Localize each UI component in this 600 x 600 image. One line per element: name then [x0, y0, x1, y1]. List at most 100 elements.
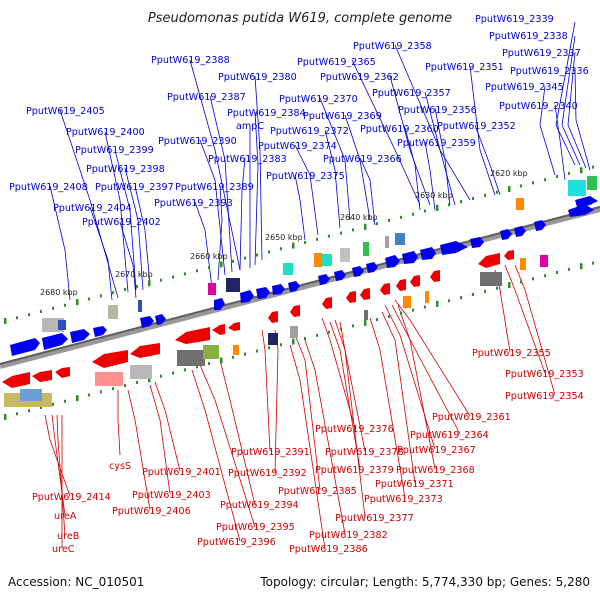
gene-forward [140, 316, 154, 328]
gene-label: PputW619_2384 [227, 108, 306, 119]
scale-label: 2620 kbp [490, 169, 528, 178]
scale-minor-tick [484, 289, 486, 293]
gene-reverse [322, 297, 332, 309]
gene-label: PputW619_2337 [502, 48, 581, 59]
scale-minor-tick [160, 278, 162, 282]
gene-label: PputW619_2340 [499, 101, 578, 112]
gene-forward [402, 251, 418, 264]
scale-minor-tick [184, 368, 186, 372]
scale-minor-tick [592, 261, 594, 265]
scale-minor-tick [388, 218, 390, 222]
scale-minor-tick [544, 178, 546, 182]
gene-label: PputW619_2378 [325, 447, 404, 458]
scale-minor-tick [400, 311, 402, 315]
gene-label: PputW619_2395 [216, 522, 295, 533]
gene-forward [318, 274, 330, 285]
scale-minor-tick [328, 330, 330, 334]
feature-block [20, 389, 42, 401]
scale-major-tick [220, 261, 223, 268]
scale-minor-tick [568, 267, 570, 271]
scale-minor-tick [16, 316, 18, 320]
gene-label: PputW619_2369 [303, 111, 382, 122]
scale-minor-tick [124, 384, 126, 388]
gene-label: PputW619_2380 [218, 72, 297, 83]
scale-minor-tick [592, 165, 594, 169]
gene-forward [42, 333, 68, 350]
gene-label: PputW619_2364 [410, 430, 489, 441]
feature-block [322, 254, 332, 266]
scale-minor-tick [460, 296, 462, 300]
scale-major-tick [292, 338, 295, 345]
feature-block [425, 291, 429, 303]
scale-minor-tick [412, 308, 414, 312]
forward-gene-labels: PputW619_2339 PputW619_2338 PputW619_233… [9, 14, 589, 228]
gene-label: PputW619_2377 [335, 513, 414, 524]
feature-block [208, 283, 216, 295]
reverse-gene-labels: PputW619_2355 PputW619_2353 PputW619_235… [32, 348, 584, 555]
gene-label: PputW619_2404 [53, 203, 132, 214]
scale-major-tick [4, 413, 7, 420]
feature-block [314, 253, 322, 267]
scale-label: 2640 kbp [340, 213, 378, 222]
gene-label: PputW619_2361 [432, 412, 511, 423]
gene-reverse [380, 283, 390, 295]
gene-label: PputW619_2339 [475, 14, 554, 25]
scale-major-tick [4, 317, 7, 324]
gene-reverse [410, 275, 420, 287]
gene-label: PputW619_2368 [396, 465, 475, 476]
scale-minor-tick [388, 314, 390, 318]
scale-label: 2650 kbp [265, 233, 303, 242]
gene-label: PputW619_2397 [95, 182, 174, 193]
reverse-genes [2, 250, 514, 388]
gene-label: PputW619_2370 [279, 94, 358, 105]
gene-forward [470, 237, 484, 248]
gene-label: PputW619_2390 [158, 136, 237, 147]
gene-forward [568, 204, 594, 217]
feature-block [364, 310, 368, 320]
scale-label: 2630 kbp [415, 191, 453, 200]
scale-minor-tick [112, 291, 114, 295]
scale-minor-tick [376, 318, 378, 322]
gene-label: PputW619_2366 [323, 154, 402, 165]
gene-label: PputW619_2392 [228, 468, 307, 479]
gene-label: PputW619_2387 [167, 92, 246, 103]
scale-minor-tick [16, 412, 18, 416]
gene-reverse [2, 372, 30, 388]
scale-minor-tick [460, 200, 462, 204]
scale-minor-tick [172, 275, 174, 279]
scale-label: 2660 kbp [190, 252, 228, 261]
gene-label: PputW619_2338 [489, 31, 568, 42]
scale-minor-tick [64, 303, 66, 307]
scale-minor-tick [472, 292, 474, 296]
gene-label: PputW619_2356 [398, 105, 477, 116]
gene-label: ureB [57, 531, 79, 542]
scale-minor-tick [448, 299, 450, 303]
gene-label: PputW619_2345 [485, 82, 564, 93]
scale-minor-tick [568, 171, 570, 175]
gene-forward [240, 290, 254, 303]
scale-minor-tick [100, 294, 102, 298]
scale-minor-tick [172, 371, 174, 375]
gene-label: PputW619_2400 [66, 127, 145, 138]
scale-minor-tick [268, 250, 270, 254]
scale-minor-tick [112, 387, 114, 391]
scale-minor-tick [184, 272, 186, 276]
gene-label: PputW619_2371 [375, 479, 454, 490]
gene-forward [500, 229, 512, 240]
gene-label: PputW619_2393 [154, 198, 233, 209]
gene-label: PputW619_2336 [510, 66, 589, 77]
scale-minor-tick [424, 209, 426, 213]
scale-minor-tick [316, 333, 318, 337]
genome-backbone [0, 206, 600, 369]
gene-label: PputW619_2362 [320, 72, 399, 83]
accession-text: Accession: NC_010501 [8, 575, 144, 589]
gene-label: PputW619_2353 [505, 369, 584, 380]
scale-major-tick [220, 357, 223, 364]
feature-block [516, 198, 524, 210]
feature-block [403, 296, 411, 308]
scale-minor-tick [40, 310, 42, 314]
gene-label: PputW619_2373 [364, 494, 443, 505]
scale-minor-tick [40, 406, 42, 410]
gene-forward [334, 270, 346, 281]
gene-reverse [92, 350, 128, 368]
